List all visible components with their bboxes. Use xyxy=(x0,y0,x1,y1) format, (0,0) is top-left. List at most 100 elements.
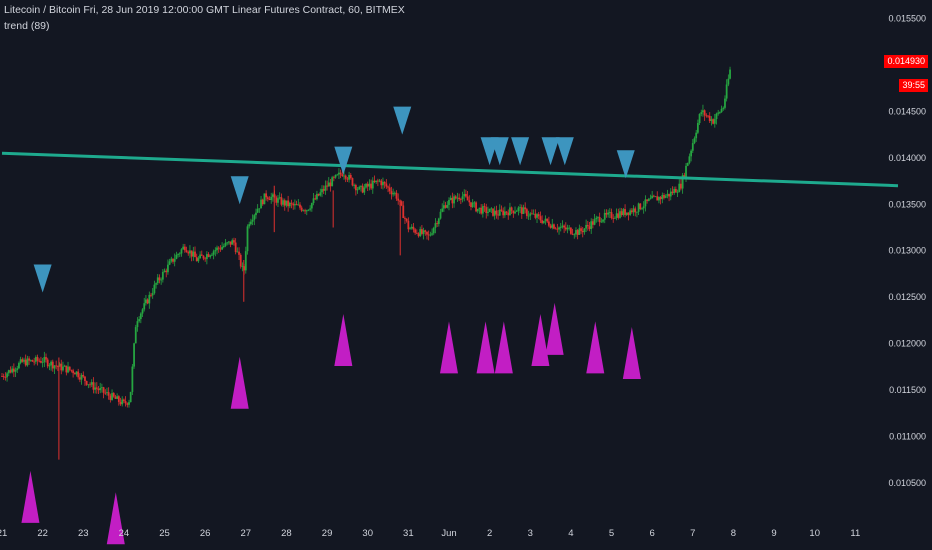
candle-body xyxy=(414,229,417,233)
candle-body xyxy=(490,208,493,210)
candle-body xyxy=(358,186,361,190)
candle-body xyxy=(353,185,356,186)
candle-body xyxy=(453,196,455,204)
buy-marker xyxy=(622,327,641,379)
candle-body xyxy=(112,393,115,397)
candle-body xyxy=(270,196,273,200)
time-axis[interactable]: 2122232425262728293031Jun234567891011 xyxy=(0,528,860,539)
candle-body xyxy=(669,191,672,197)
candle-body xyxy=(713,119,716,124)
sell-marker xyxy=(541,137,560,166)
candle-body xyxy=(173,258,176,262)
candle-body xyxy=(326,185,328,187)
candle-body xyxy=(18,363,20,369)
candle-body xyxy=(38,360,41,362)
price-tick-label: 0.012000 xyxy=(888,339,926,349)
candle-body xyxy=(106,392,108,393)
candle-body xyxy=(246,226,249,252)
candle-body xyxy=(441,208,444,212)
candle-body xyxy=(420,229,423,234)
candle-body xyxy=(14,369,17,372)
candle-body xyxy=(126,403,129,405)
candle-body xyxy=(332,177,335,179)
candle-body xyxy=(248,224,251,227)
price-tick-label: 0.010500 xyxy=(888,478,926,488)
candle-body xyxy=(128,402,130,405)
candle-body xyxy=(344,175,347,179)
candle-body xyxy=(190,250,193,257)
candle-body xyxy=(238,251,240,255)
candle-body xyxy=(415,232,418,234)
candle-body xyxy=(702,110,704,113)
candle-body xyxy=(705,115,708,117)
candle-body xyxy=(493,210,496,216)
candle-body xyxy=(593,219,596,225)
candle-body xyxy=(253,215,256,220)
candle-body xyxy=(395,192,398,199)
candle-body xyxy=(73,373,76,375)
candle-body xyxy=(107,392,110,396)
candle-body xyxy=(537,214,540,217)
candle-body xyxy=(67,366,69,373)
candle-body xyxy=(104,392,107,394)
date-tick-label: 26 xyxy=(200,528,211,539)
candle-body xyxy=(89,384,91,386)
candle-body xyxy=(387,186,389,188)
candle-body xyxy=(725,84,728,99)
candle-body xyxy=(617,213,620,218)
candle-body xyxy=(109,395,112,400)
date-tick-label: 10 xyxy=(809,528,820,539)
candle-body xyxy=(285,200,288,206)
candle-body xyxy=(1,376,3,377)
candle-body xyxy=(718,112,721,113)
date-tick-label: 8 xyxy=(731,528,736,539)
candle-body xyxy=(290,202,293,204)
candle-body xyxy=(141,309,144,314)
candle-body xyxy=(124,401,127,404)
candle-body xyxy=(224,242,227,246)
candle-body xyxy=(85,381,88,385)
candle-body xyxy=(620,211,623,216)
candle-body xyxy=(724,98,726,108)
buy-marker xyxy=(494,321,513,374)
candle-body xyxy=(673,188,676,194)
candle-body xyxy=(437,218,440,224)
candle-body xyxy=(268,198,271,200)
candle-body xyxy=(688,156,691,163)
candle-body xyxy=(145,299,147,304)
candle-body xyxy=(400,201,403,206)
candle-body xyxy=(305,210,308,212)
date-tick-label: 2 xyxy=(487,528,492,539)
candle-body xyxy=(143,303,146,310)
candle-body xyxy=(212,251,215,255)
candle-body xyxy=(338,172,340,175)
candle-body xyxy=(60,363,63,371)
candle-body xyxy=(84,376,86,382)
candle-body xyxy=(6,373,8,378)
buy-marker xyxy=(545,302,564,355)
candle-body xyxy=(129,391,132,403)
candle-body xyxy=(310,203,313,209)
candle-body xyxy=(586,224,589,227)
candle-body xyxy=(192,251,195,257)
candle-body xyxy=(40,361,42,363)
candle-body xyxy=(163,270,166,272)
candle-body xyxy=(700,112,703,115)
candle-body xyxy=(712,119,715,124)
candle-body xyxy=(158,277,161,281)
price-tick-label: 0.011000 xyxy=(889,431,926,441)
candle-body xyxy=(80,374,83,380)
candle-body xyxy=(649,198,652,200)
candle-body xyxy=(365,183,367,188)
candle-body xyxy=(12,368,15,372)
candle-body xyxy=(194,251,196,258)
date-tick-label: 29 xyxy=(322,528,333,539)
candle-body xyxy=(481,206,484,214)
candle-body xyxy=(72,370,75,374)
candle-body xyxy=(646,199,648,201)
candle-body xyxy=(470,202,472,207)
candle-body xyxy=(612,218,615,219)
indicator-label[interactable]: trend (89) xyxy=(4,20,50,32)
candle-body xyxy=(7,370,10,374)
